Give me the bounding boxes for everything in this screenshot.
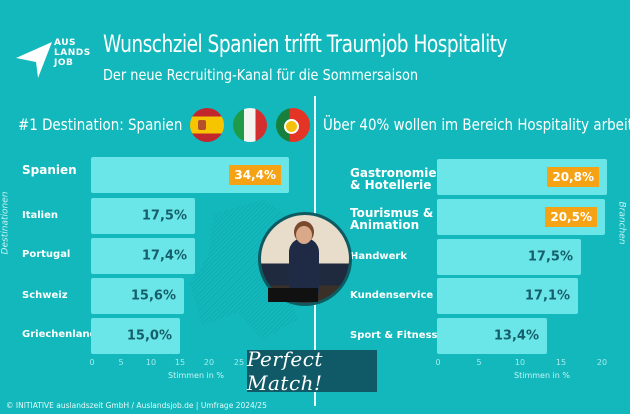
bar-value: 17,5%: [141, 208, 187, 224]
right-section-title: Über 40% wollen im Bereich Hospitality a…: [323, 115, 630, 134]
italy-flag-icon: [233, 108, 267, 142]
bar-tourismus-animation: 20,5%: [437, 199, 605, 235]
bar-gastronomie-hotellerie: 20,8%: [437, 159, 607, 195]
page-subtitle: Der neue Recruiting-Kanal für die Sommer…: [103, 66, 419, 84]
bar-schweiz: 15,6%: [91, 278, 184, 314]
bar-value: 15,0%: [126, 328, 172, 344]
x-tick: 10: [145, 358, 157, 367]
y-axis-label-branchen: Branchen: [616, 201, 627, 245]
bar-label: Sport & Fitness: [350, 330, 438, 341]
bar-value: 17,4%: [141, 248, 187, 264]
reception-desk-monitor: [268, 288, 318, 302]
x-tick: 20: [596, 358, 608, 367]
bar-value: 20,8%: [547, 167, 599, 187]
footer-copyright: © INITIATIVE auslandszeit GmbH / Ausland…: [6, 401, 267, 410]
bar-value: 17,1%: [524, 288, 570, 304]
x-tick: 10: [514, 358, 526, 367]
x-tick: 15: [174, 358, 186, 367]
bar-handwerk: 17,5%: [437, 239, 581, 275]
bar-griechenland: 15,0%: [91, 318, 180, 354]
x-axis-title: Stimmen in %: [168, 371, 224, 380]
x-tick: 25: [233, 358, 245, 367]
bar-label: Spanien: [22, 163, 77, 177]
bar-label: Handwerk: [350, 251, 407, 262]
bar-portugal: 17,4%: [91, 238, 195, 274]
bar-kundenservice: 17,1%: [437, 278, 578, 314]
receptionist-body: [289, 238, 319, 294]
bar-label: Griechenland: [22, 329, 97, 340]
bar-label: Kundenservice: [350, 290, 434, 301]
page-title: Wunschziel Spanien trifft Traumjob Hospi…: [103, 30, 507, 58]
portugal-flag-icon: [276, 108, 310, 142]
x-axis-title: Stimmen in %: [514, 371, 570, 380]
bar-value: 20,5%: [545, 207, 597, 227]
bar-label: Portugal: [22, 249, 71, 260]
bar-spanien: 34,4%: [91, 157, 289, 193]
x-tick: 5: [118, 358, 124, 367]
bar-label: Gastronomie & Hotellerie: [350, 166, 437, 192]
x-tick: 0: [435, 358, 441, 367]
x-tick: 15: [555, 358, 567, 367]
bar-label: Italien: [22, 210, 59, 221]
receptionist-head: [296, 226, 312, 244]
x-tick: 5: [476, 358, 482, 367]
left-section-title: #1 Destination: Spanien: [18, 115, 183, 134]
logo-text: AUS LANDS JOB: [54, 38, 91, 68]
bar-italien: 17,5%: [91, 198, 195, 234]
perfect-match-badge: Perfect Match!: [247, 347, 377, 395]
x-tick: 20: [203, 358, 215, 367]
y-axis-label-destinations: Destinationen: [0, 191, 11, 255]
bar-sport-fitness: 13,4%: [437, 318, 547, 354]
bar-value: 15,6%: [130, 288, 176, 304]
bar-label: Schweiz: [22, 290, 68, 301]
perfect-match-text: Perfect Match!: [247, 347, 323, 395]
auslandsjob-logo-icon: [16, 42, 52, 78]
bar-value: 17,5%: [527, 249, 573, 265]
bar-value: 13,4%: [493, 328, 539, 344]
spain-flag-icon: [190, 108, 224, 142]
x-tick: 0: [89, 358, 95, 367]
bar-value: 34,4%: [229, 165, 281, 185]
bar-label: Tourismus & Animation: [350, 206, 434, 232]
